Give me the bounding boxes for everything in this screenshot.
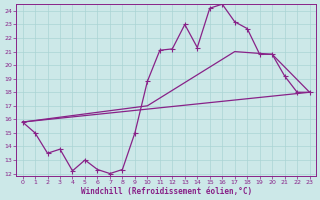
X-axis label: Windchill (Refroidissement éolien,°C): Windchill (Refroidissement éolien,°C) xyxy=(81,187,252,196)
